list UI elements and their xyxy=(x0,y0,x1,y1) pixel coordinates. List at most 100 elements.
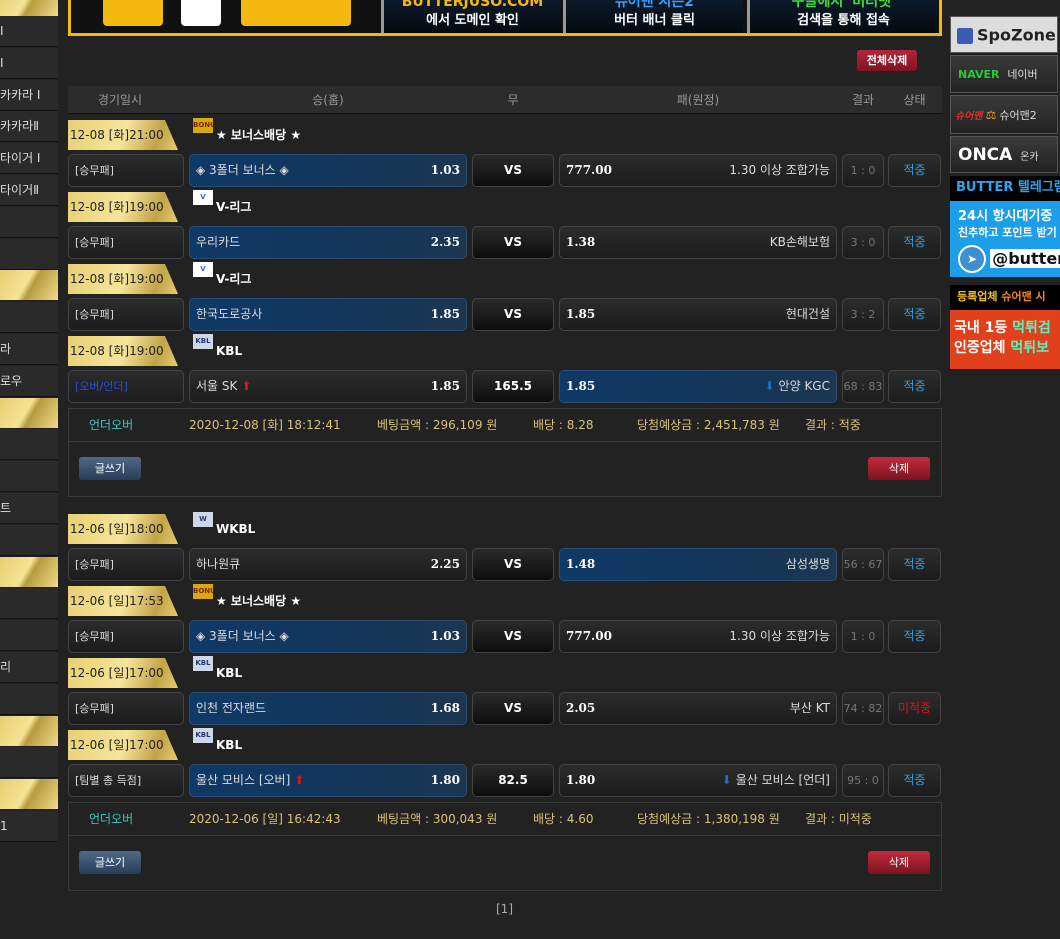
home-pick[interactable]: ◈ 3폴더 보너스 ◈ 1.03 xyxy=(189,620,467,653)
spozone-banner[interactable]: SpoZone xyxy=(950,16,1058,53)
delete-all-button[interactable]: 전체삭제 xyxy=(857,50,917,71)
away-pick[interactable]: 777.00 1.30 이상 조합가능 xyxy=(559,620,837,653)
verified-site-banner[interactable]: 등록업체 슈어맨 시 국내 1등 먹튀검 인증업체 먹튀보 xyxy=(950,285,1060,369)
home-pick[interactable]: 인천 전자랜드 1.68 xyxy=(189,692,467,725)
game-score: 1 : 0 xyxy=(842,620,884,653)
home-odds: 1.85 xyxy=(430,379,460,393)
bet-status: 적중 xyxy=(888,764,941,797)
banner-google[interactable]: 구글에서 '버터벳' 검색을 통해 접속 xyxy=(747,0,937,33)
away-pick[interactable]: 1.80 울산 모비스 [언더] ⬇ xyxy=(559,764,837,797)
bet-row: [팀별 총 득점] 울산 모비스 [오버] ⬆ 1.80 82.5 1.80 울산 모비스 … xyxy=(68,764,942,797)
draw-pick[interactable]: VS xyxy=(472,620,554,653)
game-score: 3 : 2 xyxy=(842,298,884,331)
pagination-current[interactable]: [1] xyxy=(496,902,513,916)
top-banner: BUTTERJUSO.COM 에서 도메인 확인 슈어맨 시즌2 버터 배너 클릭 … xyxy=(68,0,942,36)
draw-pick[interactable]: VS xyxy=(472,226,554,259)
draw-pick[interactable]: 165.5 xyxy=(472,370,554,403)
draw-pick[interactable]: VS xyxy=(472,298,554,331)
bet-status: 적중 xyxy=(888,370,941,403)
banner-domain[interactable]: BUTTERJUSO.COM 에서 도메인 확인 xyxy=(381,0,561,33)
away-team: 1.30 이상 조합가능 xyxy=(729,163,830,177)
away-pick[interactable]: 1.48 삼성생명 xyxy=(559,548,837,581)
sidebar-item[interactable] xyxy=(0,588,58,620)
sidebar-item[interactable] xyxy=(0,429,58,461)
bet-datetime: 2020-12-08 [화] 18:12:41 xyxy=(189,418,341,432)
arrow-up-icon: ⬆ xyxy=(241,379,252,393)
away-team: 삼성생명 xyxy=(785,557,830,571)
home-team: 우리카드 xyxy=(196,235,241,249)
game-score: 1 : 0 xyxy=(842,154,884,187)
home-pick[interactable]: 울산 모비스 [오버] ⬆ 1.80 xyxy=(189,764,467,797)
home-pick[interactable]: 하나원큐 2.25 xyxy=(189,548,467,581)
sidebar-item[interactable]: 카카라 Ⅰ xyxy=(0,79,58,111)
sidebar-item[interactable]: 타이거Ⅱ xyxy=(0,175,58,206)
telegram-icon: ➤ xyxy=(958,244,986,273)
onca-banner[interactable]: ONCA 온카 xyxy=(950,136,1058,173)
sureman-banner[interactable]: 슈어맨 ⚖ 슈어맨2 xyxy=(950,95,1058,134)
home-pick[interactable]: 한국도로공사 1.85 xyxy=(189,298,467,331)
slip-type: 언더오버 xyxy=(89,812,134,826)
sidebar-item[interactable] xyxy=(0,206,58,238)
sidebar-item[interactable] xyxy=(0,747,58,779)
away-pick[interactable]: 777.00 1.30 이상 조합가능 xyxy=(559,154,837,187)
bet-amount: 베팅금액 : 296,109 원 xyxy=(377,418,498,432)
home-pick[interactable]: 서울 SK ⬆ 1.85 xyxy=(189,370,467,403)
away-pick[interactable]: 1.38 KB손해보험 xyxy=(559,226,837,259)
sidebar-item[interactable] xyxy=(0,302,58,334)
home-pick[interactable]: ◈ 3폴더 보너스 ◈ 1.03 xyxy=(189,154,467,187)
draw-pick[interactable]: VS xyxy=(472,548,554,581)
site-logo[interactable] xyxy=(91,0,371,30)
draw-pick[interactable]: 82.5 xyxy=(472,764,554,797)
sidebar-item[interactable] xyxy=(0,524,58,556)
sidebar-item[interactable]: 라 xyxy=(0,334,58,365)
col-home: 승(홈) xyxy=(312,93,344,107)
kbl-icon: KBL xyxy=(193,334,213,349)
bet-type: [승무패] xyxy=(68,298,184,331)
away-team: 울산 모비스 [언더] xyxy=(735,773,830,787)
arrow-down-icon: ⬇ xyxy=(764,379,775,393)
home-team: 한국도로공사 xyxy=(196,307,263,321)
bet-status: 적중 xyxy=(888,226,941,259)
away-team: 안양 KGC xyxy=(778,379,830,393)
telegram-banner[interactable]: BUTTER 텔레그램 24시 항시대기중 친추하고 포인트 받기 ➤ @but… xyxy=(950,176,1060,277)
slip-summary: 언더오버 2020-12-08 [화] 18:12:41 베팅금액 : 296,10… xyxy=(68,408,942,497)
bet-row: [오버/언더] 서울 SK ⬆ 1.85 165.5 1.85 안양 KGC ⬇ 68 : 83… xyxy=(68,370,942,403)
kbl-icon: KBL xyxy=(193,656,213,671)
write-post-button[interactable]: 글쓰기 xyxy=(79,851,141,874)
game-date: 12-06 [일]17:00 xyxy=(68,658,178,688)
sidebar-item[interactable] xyxy=(0,461,58,493)
sidebar-item[interactable]: 카카라Ⅱ xyxy=(0,111,58,143)
banner-sureman[interactable]: 슈어맨 시즌2 버터 배너 클릭 xyxy=(563,0,743,33)
write-post-button[interactable]: 글쓰기 xyxy=(79,457,141,480)
league-name: KBL xyxy=(216,666,243,680)
home-pick[interactable]: 우리카드 2.35 xyxy=(189,226,467,259)
sidebar-item[interactable]: 트 xyxy=(0,493,58,524)
sidebar-item[interactable] xyxy=(0,620,58,652)
away-pick[interactable]: 1.85 안양 KGC ⬇ xyxy=(559,370,837,403)
expected-winnings: 당첨예상금 : 2,451,783 원 xyxy=(637,418,780,432)
sidebar-item[interactable]: Ⅰ xyxy=(0,16,58,47)
draw-pick[interactable]: VS xyxy=(472,154,554,187)
bet-row: [승무패] ◈ 3폴더 보너스 ◈ 1.03 VS 777.00 1.30 이상 조합가능… xyxy=(68,154,942,187)
sidebar-item[interactable]: 타이거 Ⅰ xyxy=(0,143,58,175)
sidebar-item[interactable]: 로우 xyxy=(0,365,58,397)
game-date: 12-06 [일]17:00 xyxy=(68,730,178,760)
game-header: 12-06 [일]17:00 KBL KBL xyxy=(68,728,942,760)
table-header: 경기일시 승(홈) 무 패(원정) 결과 상태 xyxy=(68,86,942,114)
arrow-up-icon: ⬆ xyxy=(294,773,305,787)
delete-slip-button[interactable]: 삭제 xyxy=(868,851,930,874)
away-pick[interactable]: 2.05 부산 KT xyxy=(559,692,837,725)
draw-pick[interactable]: VS xyxy=(472,692,554,725)
naver-banner[interactable]: NAVER 네이버 xyxy=(950,55,1058,93)
sidebar-item[interactable] xyxy=(0,238,58,270)
sidebar-item[interactable] xyxy=(0,683,58,715)
sidebar-item[interactable]: 1 xyxy=(0,811,58,842)
league-name: KBL xyxy=(216,738,243,752)
delete-slip-button[interactable]: 삭제 xyxy=(868,457,930,480)
away-pick[interactable]: 1.85 현대건설 xyxy=(559,298,837,331)
sidebar-item[interactable]: Ⅰ xyxy=(0,47,58,79)
game-score: 68 : 83 xyxy=(842,370,884,403)
slip-summary: 언더오버 2020-12-06 [일] 16:42:43 베팅금액 : 300,04… xyxy=(68,802,942,891)
away-team: 현대건설 xyxy=(785,307,830,321)
sidebar-item[interactable]: 리 xyxy=(0,652,58,683)
